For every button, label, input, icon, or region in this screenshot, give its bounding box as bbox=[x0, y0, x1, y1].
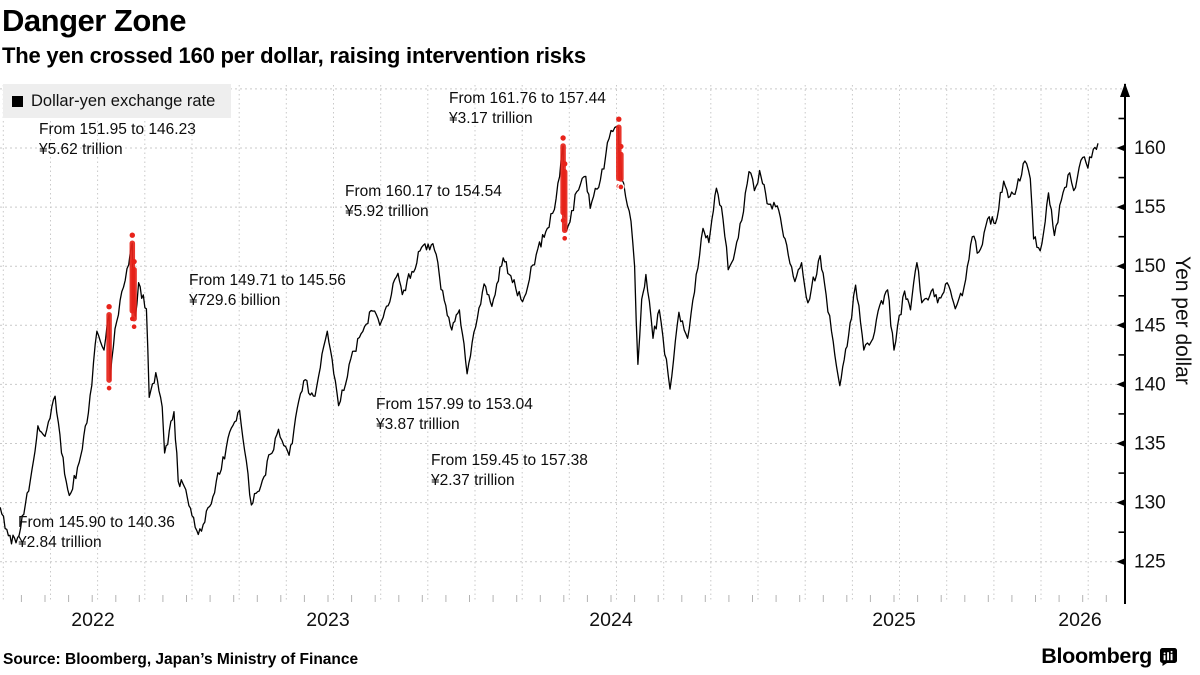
y-axis-tick-label: 145 bbox=[1134, 315, 1166, 336]
legend-swatch bbox=[12, 95, 23, 107]
y-axis-tick-label: 130 bbox=[1134, 493, 1166, 514]
y-major-tick bbox=[1116, 144, 1125, 152]
intervention-annotation: From 145.90 to 140.36 ¥2.84 trillion bbox=[18, 513, 175, 553]
intervention-start-dot bbox=[131, 258, 137, 265]
intervention-annotation-line1: From 149.71 to 145.56 bbox=[189, 272, 346, 289]
intervention-annotation-line1: From 145.90 to 140.36 bbox=[18, 514, 175, 531]
x-axis-year-label: 2023 bbox=[306, 609, 350, 631]
page-title: Danger Zone bbox=[2, 3, 186, 38]
intervention-annotation-line2: ¥3.87 trillion bbox=[376, 416, 460, 433]
intervention-start-dot bbox=[560, 135, 566, 141]
intervention-annotation-line2: ¥2.84 trillion bbox=[18, 534, 102, 551]
intervention-annotation: From 149.71 to 145.56 ¥729.6 billion bbox=[189, 271, 346, 311]
legend-label: Dollar-yen exchange rate bbox=[31, 91, 216, 110]
intervention-start-dot bbox=[618, 143, 624, 150]
y-axis-title: Yen per dollar bbox=[1171, 256, 1194, 385]
y-major-tick bbox=[1116, 321, 1125, 329]
bloomberg-logo: Bloomberg bbox=[1041, 644, 1178, 669]
intervention-annotation-line2: ¥5.92 trillion bbox=[345, 203, 429, 220]
bloomberg-logo-icon bbox=[1160, 648, 1177, 666]
y-major-tick bbox=[1116, 381, 1125, 388]
intervention-annotation-line1: From 159.45 to 157.38 bbox=[431, 452, 588, 469]
y-major-tick bbox=[1116, 499, 1125, 506]
intervention-annotation-line1: From 160.17 to 154.54 bbox=[345, 183, 502, 200]
y-axis-tick-label: 150 bbox=[1134, 256, 1166, 277]
intervention-annotation: From 151.95 to 146.23 ¥5.62 trillion bbox=[39, 120, 196, 160]
intervention-annotation-line1: From 151.95 to 146.23 bbox=[39, 121, 196, 138]
intervention-start-dot bbox=[562, 161, 568, 167]
intervention-annotation-line2: ¥5.62 trillion bbox=[39, 141, 123, 158]
intervention-annotation-line2: ¥3.17 trillion bbox=[449, 110, 533, 127]
intervention-annotation-line1: From 157.99 to 153.04 bbox=[376, 396, 533, 413]
y-axis-arrow bbox=[1120, 83, 1130, 97]
price-line bbox=[0, 125, 1099, 545]
intervention-end-dot bbox=[130, 323, 138, 331]
intervention-end-dot bbox=[561, 234, 569, 242]
intervention-annotation-line2: ¥2.37 trillion bbox=[431, 472, 515, 489]
y-axis-tick-label: 160 bbox=[1134, 138, 1166, 159]
intervention-start-dot bbox=[129, 232, 135, 238]
x-axis-year-label: 2026 bbox=[1058, 609, 1102, 631]
intervention-annotation: From 157.99 to 153.04 ¥3.87 trillion bbox=[376, 395, 533, 435]
y-axis-tick-label: 140 bbox=[1134, 374, 1166, 395]
x-axis-year-label: 2022 bbox=[71, 609, 115, 631]
intervention-end-dot bbox=[105, 384, 113, 392]
intervention-annotation: From 159.45 to 157.38 ¥2.37 trillion bbox=[431, 451, 588, 491]
y-axis-tick-label: 135 bbox=[1134, 434, 1166, 455]
intervention-annotation-line1: From 161.76 to 157.44 bbox=[449, 90, 606, 107]
intervention-end-dot bbox=[617, 183, 625, 191]
y-major-tick bbox=[1116, 440, 1125, 447]
x-axis-year-label: 2024 bbox=[589, 609, 633, 631]
intervention-annotation: From 160.17 to 154.54 ¥5.92 trillion bbox=[345, 182, 502, 222]
page-subtitle: The yen crossed 160 per dollar, raising … bbox=[2, 43, 586, 68]
y-major-tick bbox=[1116, 262, 1125, 270]
legend: Dollar-yen exchange rate bbox=[3, 84, 232, 118]
intervention-annotation: From 161.76 to 157.44 ¥3.17 trillion bbox=[449, 89, 606, 129]
y-axis-tick-label: 125 bbox=[1134, 552, 1166, 573]
source-note: Source: Bloomberg, Japan’s Ministry of F… bbox=[3, 651, 359, 668]
x-axis-year-label: 2025 bbox=[872, 609, 916, 631]
y-axis-tick-label: 155 bbox=[1134, 197, 1166, 218]
intervention-start-dot bbox=[616, 116, 622, 122]
y-major-tick bbox=[1116, 203, 1125, 211]
y-major-tick bbox=[1116, 558, 1125, 566]
intervention-annotation-line2: ¥729.6 billion bbox=[189, 292, 281, 309]
bloomberg-wordmark: Bloomberg bbox=[1041, 644, 1152, 668]
intervention-start-dot bbox=[106, 304, 112, 310]
